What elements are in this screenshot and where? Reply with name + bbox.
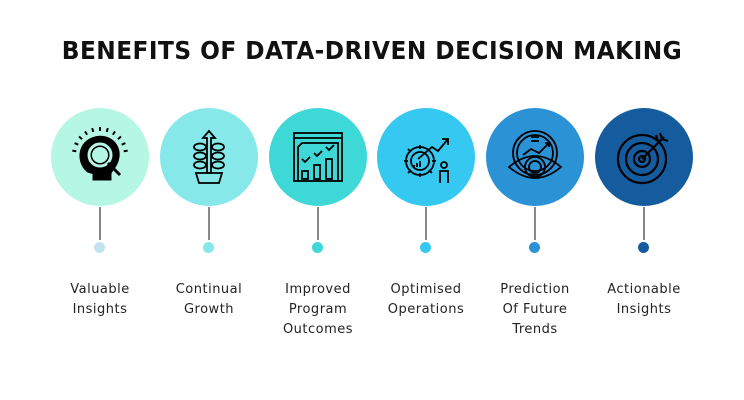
benefit-label-line: Insights (72, 302, 128, 317)
benefit-circle (486, 108, 584, 206)
connector-dot (529, 242, 540, 253)
connector-dot (94, 242, 105, 253)
connector-dot (420, 242, 431, 253)
benefit-label-line: Continual (175, 282, 243, 297)
connector-dot (312, 242, 323, 253)
benefit-label-line: Insights (616, 302, 672, 317)
connector-dot (203, 242, 214, 253)
benefit-label-line: Optimised (390, 282, 462, 297)
connector-line (643, 207, 645, 240)
connector-line (425, 207, 427, 240)
connector-dot (638, 242, 649, 253)
benefit-label-line: Trends (512, 322, 558, 337)
benefit-label-line: Actionable (607, 282, 681, 297)
benefit-label: Optimised Operations (371, 280, 481, 320)
benefit-label-line: Prediction (500, 282, 570, 297)
target-icon (616, 132, 669, 185)
connector-line (317, 207, 319, 240)
benefit-label-line: Operations (387, 302, 465, 317)
chart-dashboard-icon (293, 132, 343, 182)
benefit-circle (595, 108, 693, 206)
benefit-label-line: Outcomes (282, 322, 354, 337)
benefit-label-line: Growth (183, 302, 235, 317)
connector-line (99, 207, 101, 240)
benefit-label: Prediction Of Future Trends (480, 280, 590, 340)
page-title: BENEFITS OF DATA-DRIVEN DECISION MAKING (61, 36, 683, 65)
lightbulb-magnifier-icon (72, 127, 128, 181)
benefit-label-line: Valuable (70, 282, 130, 297)
benefit-label: Continual Growth (154, 280, 264, 320)
benefit-label: Valuable Insights (45, 280, 155, 320)
connector-line (534, 207, 536, 240)
benefit-label: Actionable Insights (589, 280, 699, 320)
benefit-circle (51, 108, 149, 206)
connector-line (208, 207, 210, 240)
benefit-label-line: Program (288, 302, 348, 317)
gear-growth-icon (404, 138, 449, 183)
eye-forecast-icon (507, 130, 563, 179)
benefit-label-line: Improved (285, 282, 351, 297)
plant-growth-icon (193, 129, 225, 184)
benefit-circle (160, 108, 258, 206)
benefit-label: Improved Program Outcomes (263, 280, 373, 340)
benefit-circle (269, 108, 367, 206)
benefit-circle (377, 108, 475, 206)
benefit-label-line: Of Future (502, 302, 568, 317)
